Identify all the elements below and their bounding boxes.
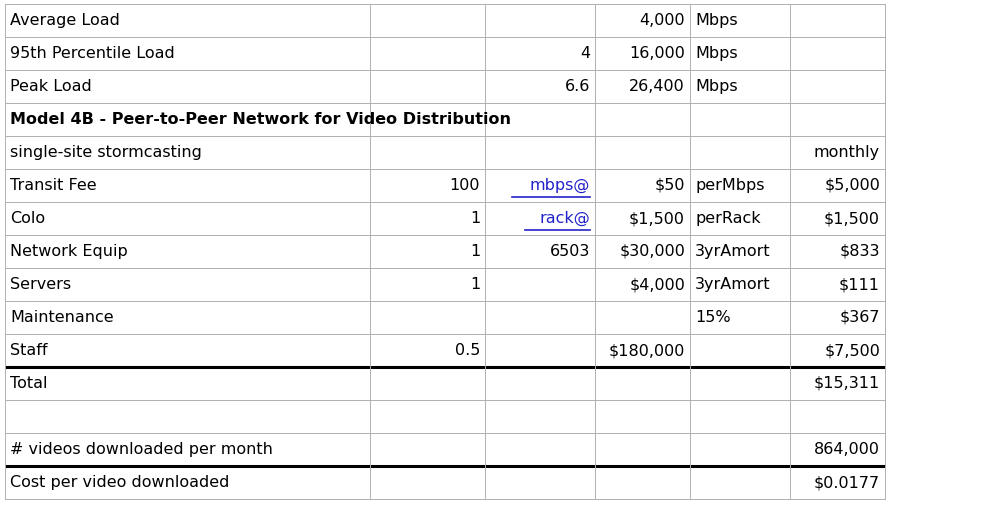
Text: Staff: Staff <box>10 343 47 358</box>
Text: $1,500: $1,500 <box>629 211 685 226</box>
Text: Transit Fee: Transit Fee <box>10 178 97 193</box>
Text: Mbps: Mbps <box>695 13 738 28</box>
Text: Peak Load: Peak Load <box>10 79 92 94</box>
Text: mbps@: mbps@ <box>530 178 590 193</box>
Text: $15,311: $15,311 <box>814 376 880 391</box>
Text: 1: 1 <box>469 277 480 292</box>
Text: 95th Percentile Load: 95th Percentile Load <box>10 46 175 61</box>
Text: $4,000: $4,000 <box>629 277 685 292</box>
Text: $180,000: $180,000 <box>609 343 685 358</box>
Text: Total: Total <box>10 376 47 391</box>
Text: 6503: 6503 <box>549 244 590 259</box>
Text: Network Equip: Network Equip <box>10 244 127 259</box>
Text: $1,500: $1,500 <box>824 211 880 226</box>
Text: rack@: rack@ <box>539 211 590 226</box>
Text: $5,000: $5,000 <box>824 178 880 193</box>
Text: 15%: 15% <box>695 310 730 325</box>
Text: $0.0177: $0.0177 <box>814 475 880 490</box>
Text: 3yrAmort: 3yrAmort <box>695 277 771 292</box>
Text: Model 4B - Peer-to-Peer Network for Video Distribution: Model 4B - Peer-to-Peer Network for Vide… <box>10 112 511 127</box>
Text: $50: $50 <box>654 178 685 193</box>
Text: Mbps: Mbps <box>695 79 738 94</box>
Text: Maintenance: Maintenance <box>10 310 114 325</box>
Text: $111: $111 <box>839 277 880 292</box>
Text: Servers: Servers <box>10 277 71 292</box>
Text: $7,500: $7,500 <box>824 343 880 358</box>
Text: 26,400: 26,400 <box>629 79 685 94</box>
Text: $833: $833 <box>840 244 880 259</box>
Text: Mbps: Mbps <box>695 46 738 61</box>
Text: perRack: perRack <box>695 211 761 226</box>
Text: $367: $367 <box>840 310 880 325</box>
Text: 100: 100 <box>450 178 480 193</box>
Text: 16,000: 16,000 <box>629 46 685 61</box>
Text: 1: 1 <box>469 244 480 259</box>
Text: 4: 4 <box>580 46 590 61</box>
Text: Cost per video downloaded: Cost per video downloaded <box>10 475 229 490</box>
Text: $30,000: $30,000 <box>619 244 685 259</box>
Text: # videos downloaded per month: # videos downloaded per month <box>10 442 273 457</box>
Text: monthly: monthly <box>814 145 880 160</box>
Text: 3yrAmort: 3yrAmort <box>695 244 771 259</box>
Text: 0.5: 0.5 <box>454 343 480 358</box>
Text: Colo: Colo <box>10 211 45 226</box>
Text: 6.6: 6.6 <box>564 79 590 94</box>
Text: perMbps: perMbps <box>695 178 765 193</box>
Text: Average Load: Average Load <box>10 13 120 28</box>
Text: single-site stormcasting: single-site stormcasting <box>10 145 202 160</box>
Bar <box>5 4 885 516</box>
Text: 864,000: 864,000 <box>814 442 880 457</box>
Text: 4,000: 4,000 <box>639 13 685 28</box>
Text: 1: 1 <box>469 211 480 226</box>
